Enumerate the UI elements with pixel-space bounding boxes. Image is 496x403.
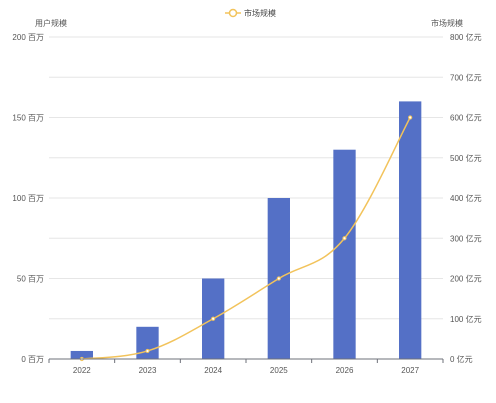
left-axis-tick-label: 200 百万 — [12, 33, 44, 42]
line-point-2023[interactable] — [145, 348, 150, 354]
left-axis-tick-label: 100 百万 — [12, 194, 44, 203]
line-point-2025[interactable] — [276, 276, 281, 281]
line-point-2027[interactable] — [408, 115, 413, 120]
left-axis-tick-label: 0 百万 — [21, 355, 44, 364]
right-axis-tick-label: 200 亿元 — [450, 274, 482, 284]
bar-series — [70, 101, 422, 360]
left-axis-tick-label: 150 百万 — [12, 114, 44, 123]
right-axis-tick-label: 0 亿元 — [450, 354, 473, 364]
left-axis-title: 用户规模 — [35, 18, 67, 28]
bar-2023[interactable] — [136, 326, 159, 359]
right-axis-tick-label: 300 亿元 — [450, 233, 482, 243]
x-axis-tick-label: 2024 — [204, 366, 222, 375]
bar-2026[interactable] — [333, 149, 356, 359]
right-axis-title: 市场规模 — [431, 18, 463, 28]
legend[interactable]: 市场规模 — [225, 8, 276, 18]
legend-marker-icon — [228, 8, 238, 18]
x-axis-tick-label: 2026 — [336, 366, 354, 375]
x-axis-tick-label: 2025 — [270, 366, 288, 375]
right-axis-tick-label: 600 亿元 — [450, 113, 482, 123]
line-series — [79, 115, 413, 362]
line-point-2024[interactable] — [211, 316, 216, 321]
axes: 0 百万 50 百万 100 百万 150 百万 200 百万 0 亿元 100 亿元 200… — [12, 32, 481, 375]
grid-lines — [49, 36, 443, 320]
x-axis-tick-label: 2022 — [73, 366, 91, 375]
bar-2022[interactable] — [70, 350, 93, 359]
right-axis-tick-label: 500 亿元 — [450, 153, 482, 163]
legend-label-market-size: 市场规模 — [244, 8, 276, 18]
right-axis-tick-label: 100 亿元 — [450, 314, 482, 324]
right-axis-tick-label: 400 亿元 — [450, 193, 482, 203]
right-axis-tick-label: 700 亿元 — [450, 72, 482, 82]
x-axis-tick-label: 2023 — [139, 366, 157, 375]
left-axis-tick-label: 50 百万 — [17, 275, 44, 284]
line-point-2026[interactable] — [342, 236, 347, 241]
x-axis-tick-label: 2027 — [401, 366, 419, 375]
bar-2027[interactable] — [399, 101, 422, 360]
right-axis-tick-label: 800 亿元 — [450, 32, 482, 42]
